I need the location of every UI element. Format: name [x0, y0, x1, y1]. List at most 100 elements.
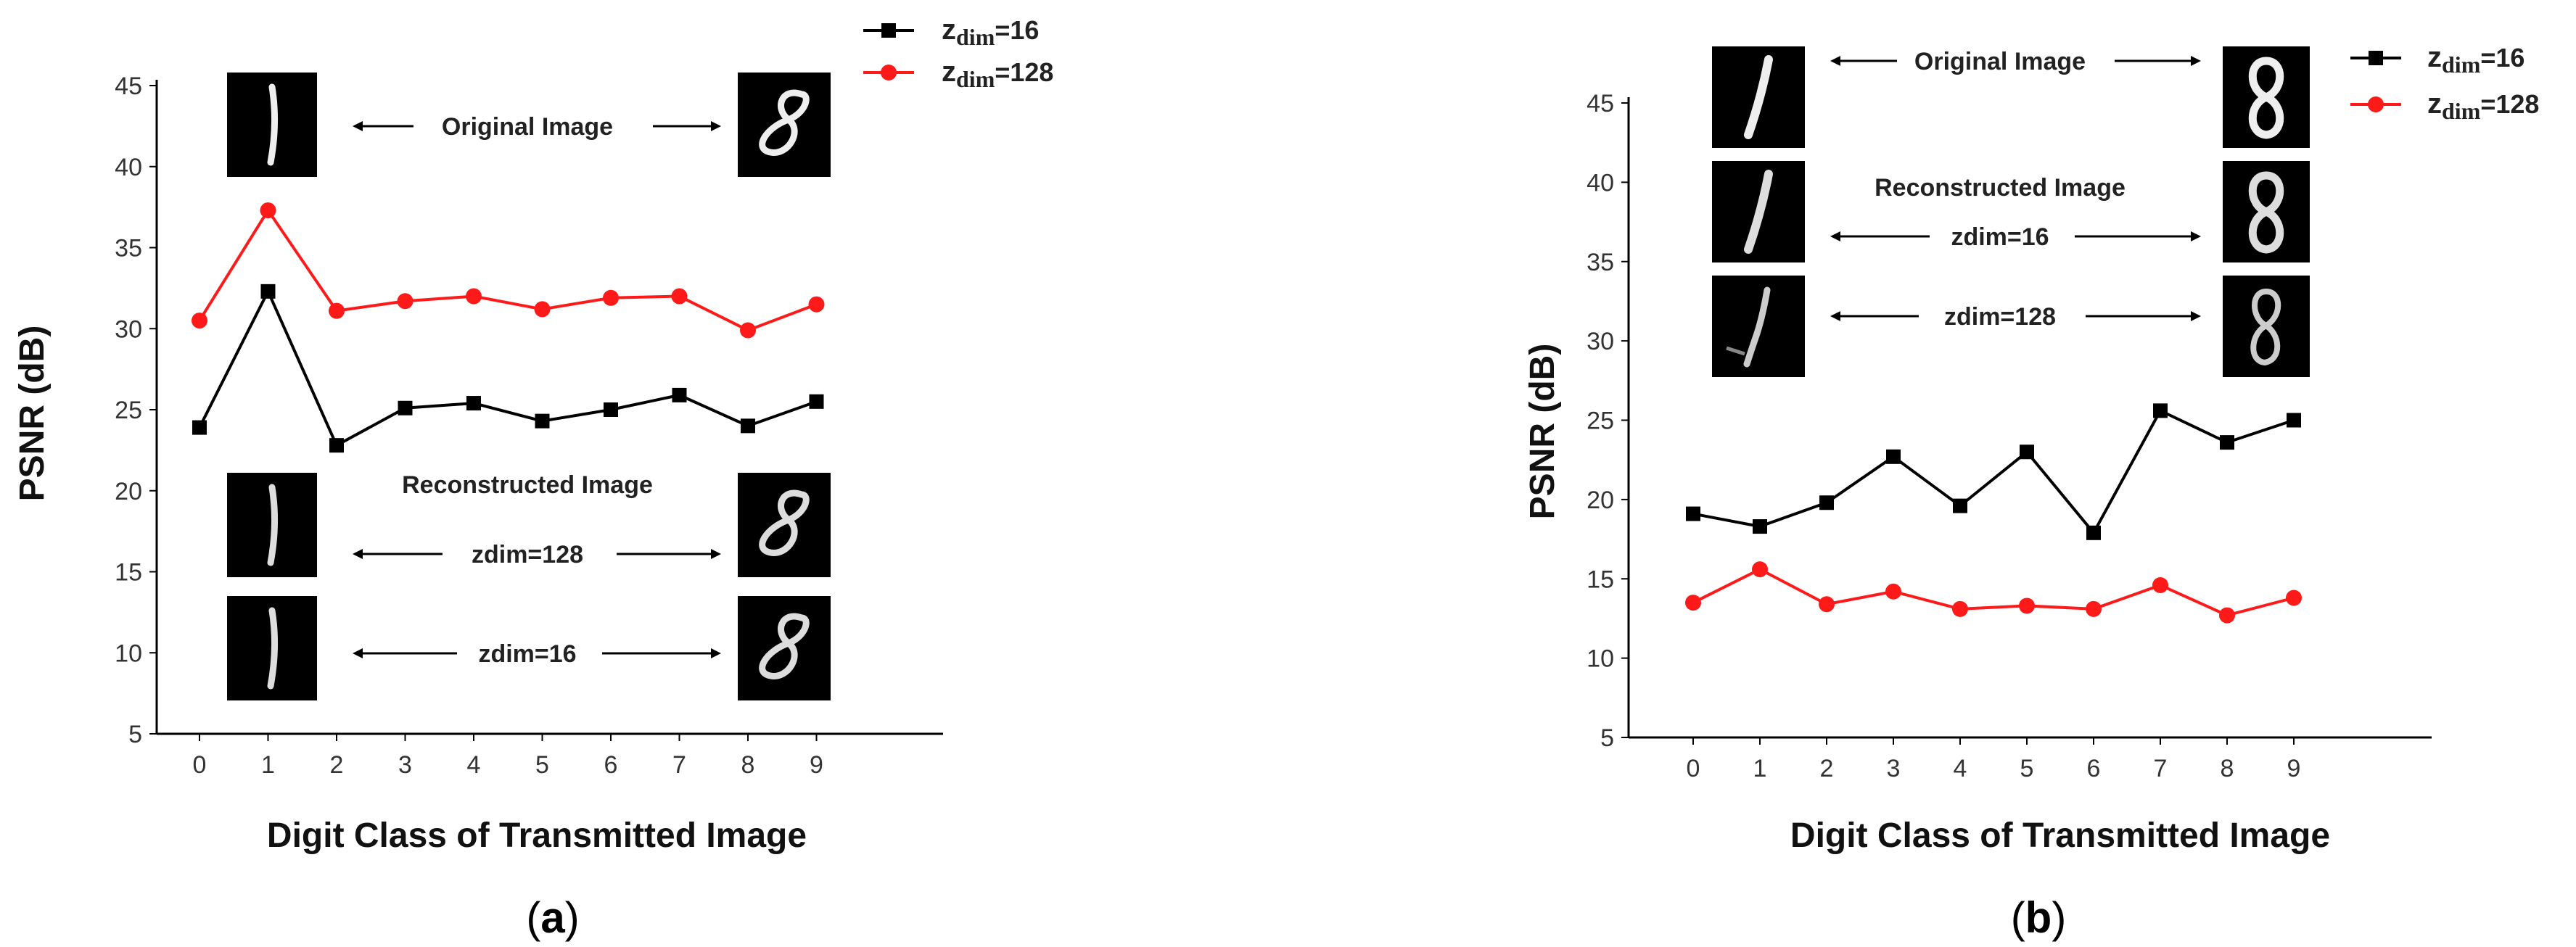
point-a-1-9: [808, 296, 825, 313]
y-axis-title-a: PSNR (dB): [13, 326, 52, 502]
y-tick-label-a-0: 5: [128, 721, 142, 748]
annot-original-a: Original Image: [442, 113, 613, 141]
series-line-b-1: [1692, 567, 2295, 617]
x-tick-label-b-3: 3: [1887, 755, 1901, 782]
point-b-1-2: [1819, 596, 1835, 613]
point-a-0-6: [604, 402, 618, 417]
series-line-a-0: [198, 288, 818, 447]
point-a-1-6: [603, 289, 619, 306]
digit-thumb-row2-8-a: [738, 596, 831, 700]
point-b-0-7: [2153, 403, 2168, 418]
y-tick-label-b-7: 40: [1587, 169, 1614, 197]
y-tick-label-a-7: 40: [115, 154, 142, 181]
x-tick-label-a-4: 4: [467, 751, 481, 779]
point-b-1-8: [2219, 607, 2235, 624]
y-tick-label-b-3: 20: [1587, 487, 1614, 514]
y-tick-label-a-6: 35: [115, 235, 142, 262]
x-tick-label-a-8: 8: [741, 751, 755, 779]
x-tick-label-b-1: 1: [1753, 755, 1767, 782]
point-a-1-3: [397, 293, 413, 310]
point-b-0-3: [1886, 449, 1901, 464]
point-a-0-8: [741, 418, 755, 434]
arrow-row1-right-a: [617, 549, 721, 559]
point-a-1-1: [260, 202, 276, 219]
x-tick-label-a-1: 1: [261, 751, 275, 779]
x-tick-label-a-9: 9: [810, 751, 823, 779]
point-b-1-7: [2152, 577, 2168, 593]
point-b-0-9: [2287, 413, 2301, 428]
digit-thumb-row1-1-a: [227, 473, 317, 577]
annot-row2-a: zdim=16: [478, 640, 576, 668]
arrow-row2-right-a: [602, 648, 721, 658]
legend-b: zdim=16 zdim=128: [2350, 41, 2539, 124]
digit-thumb-original-1-a: [227, 73, 317, 177]
x-axis-title-a: Digit Class of Transmitted Image: [267, 816, 807, 855]
arrow-row2-right-b: [2086, 311, 2201, 321]
legend-sub-b-0: dim: [2442, 51, 2481, 78]
point-b-1-1: [1752, 561, 1768, 578]
legend-a: zdim=16 zdim=128: [863, 14, 1053, 92]
legend-item-zdim16-b: zdim=16: [2350, 41, 2524, 78]
y-tick-label-b-5: 30: [1587, 328, 1614, 355]
x-tick-label-a-2: 2: [330, 751, 344, 779]
svg-text:zdim=16: zdim=16: [2427, 41, 2524, 78]
x-tick-label-a-7: 7: [672, 751, 686, 779]
point-a-1-0: [192, 313, 207, 329]
legend-suffix-a-1: =128: [995, 57, 1053, 87]
digit-thumb-row1-8-b: [2223, 161, 2310, 262]
point-a-0-9: [809, 394, 824, 409]
y-axis-title-b: PSNR (dB): [1523, 344, 1562, 520]
point-b-1-4: [1952, 600, 1968, 617]
x-tick-label-b-8: 8: [2221, 755, 2234, 782]
point-b-0-8: [2220, 435, 2234, 450]
legend-z-b-0: z: [2427, 41, 2442, 73]
point-b-0-4: [1953, 498, 1967, 513]
y-tick-label-b-6: 35: [1587, 249, 1614, 276]
point-b-0-5: [2020, 444, 2034, 460]
x-tick-label-b-4: 4: [1954, 755, 1967, 782]
annot-original-b: Original Image: [1914, 48, 2086, 75]
legend-item-zdim128-a: zdim=128: [863, 56, 1053, 92]
legend-z-b-1: z: [2427, 88, 2442, 120]
digit-thumb-original-8-a: [738, 73, 831, 177]
point-a-0-5: [535, 413, 550, 429]
annot-row1-a: zdim=128: [472, 541, 583, 568]
svg-text:zdim=16: zdim=16: [942, 14, 1039, 50]
legend-suffix-a-0: =16: [995, 15, 1039, 45]
point-b-1-5: [2019, 597, 2035, 614]
x-tick-label-a-3: 3: [398, 751, 412, 779]
legend-z-a-1: z: [942, 56, 956, 88]
annot-reconstructed-a: Reconstructed Image: [402, 471, 653, 499]
y-tick-label-b-1: 10: [1587, 645, 1614, 673]
annot-reconstructed-b: Reconstructed Image: [1875, 174, 2126, 202]
point-b-0-1: [1753, 519, 1767, 534]
point-b-0-2: [1819, 495, 1834, 510]
x-tick-label-b-2: 2: [1820, 755, 1834, 782]
point-a-1-4: [466, 288, 482, 305]
arrow-row1-left-a: [353, 549, 443, 559]
point-a-0-2: [329, 438, 344, 453]
y-tick-label-a-2: 15: [115, 559, 142, 587]
point-b-1-9: [2286, 590, 2302, 606]
point-a-1-5: [534, 301, 551, 318]
point-a-0-0: [192, 420, 207, 435]
arrow-original-left-b: [1830, 56, 1897, 66]
x-tick-label-b-6: 6: [2087, 755, 2101, 782]
digit-thumb-row2-1-b: [1712, 276, 1805, 377]
point-a-0-3: [398, 400, 413, 415]
legend-item-zdim16-a: zdim=16: [863, 14, 1039, 50]
annot-row2-b: zdim=128: [1944, 303, 2056, 331]
y-tick-label-a-4: 25: [115, 397, 142, 424]
y-tick-label-b-0: 5: [1600, 724, 1614, 752]
arrow-original-left-a: [353, 121, 413, 131]
x-tick-label-a-5: 5: [535, 751, 549, 779]
point-b-1-0: [1685, 595, 1701, 611]
point-a-1-8: [740, 322, 756, 339]
y-tick-label-b-2: 15: [1587, 566, 1614, 593]
svg-text:zdim=128: zdim=128: [2427, 88, 2539, 124]
digit-thumb-row1-8-a: [738, 473, 831, 577]
